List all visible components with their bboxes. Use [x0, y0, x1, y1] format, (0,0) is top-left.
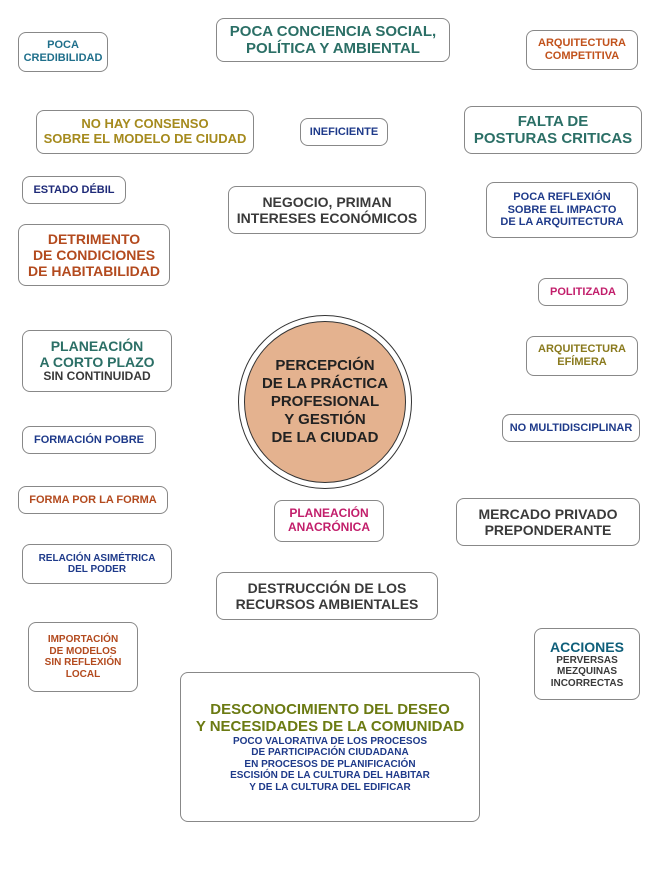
box-relacion-asimetrica-line: RELACIÓN ASIMÉTRICA: [39, 553, 156, 565]
box-no-hay-consenso-line: SOBRE EL MODELO DE CIUDAD: [44, 132, 247, 147]
box-poca-conciencia: POCA CONCIENCIA SOCIAL,POLÍTICA Y AMBIEN…: [216, 18, 450, 62]
box-desconocimiento-line: DESCONOCIMIENTO DEL DESEO: [210, 701, 449, 718]
box-negocio-priman-line: INTERESES ECONÓMICOS: [237, 210, 417, 226]
box-falta-posturas: FALTA DEPOSTURAS CRITICAS: [464, 106, 642, 154]
box-negocio-priman-line: NEGOCIO, PRIMAN: [262, 194, 391, 210]
box-planeacion-anacronica: PLANEACIÓNANACRÓNICA: [274, 500, 384, 542]
box-no-hay-consenso: NO HAY CONSENSOSOBRE EL MODELO DE CIUDAD: [36, 110, 254, 154]
box-desconocimiento-line: DE PARTICIPACIÓN CIUDADANA: [251, 747, 408, 759]
box-importacion-modelos-line: IMPORTACIÓN: [48, 634, 118, 646]
box-desconocimiento-line: Y DE LA CULTURA DEL EDIFICAR: [249, 782, 410, 794]
box-detrimento-line: DE CONDICIONES: [33, 247, 155, 263]
box-no-hay-consenso-line: NO HAY CONSENSO: [81, 117, 208, 132]
box-poca-reflexion-line: POCA REFLEXIÓN: [513, 191, 610, 204]
box-importacion-modelos-line: DE MODELOS: [49, 646, 116, 658]
box-acciones-line: PERVERSAS: [556, 655, 618, 667]
box-poca-credibilidad: POCACREDIBILIDAD: [18, 32, 108, 72]
box-arq-efimera: ARQUITECTURAEFÍMERA: [526, 336, 638, 376]
box-relacion-asimetrica-line: DEL PODER: [68, 564, 126, 576]
box-planeacion-anacronica-line: PLANEACIÓN: [289, 507, 368, 521]
box-forma-por-la-forma-line: FORMA POR LA FORMA: [29, 494, 157, 507]
box-importacion-modelos: IMPORTACIÓNDE MODELOSSIN REFLEXIÓNLOCAL: [28, 622, 138, 692]
box-arquitectura-competitiva-line: ARQUITECTURA: [538, 37, 626, 50]
box-mercado-privado-line: PREPONDERANTE: [485, 522, 612, 538]
box-acciones: ACCIONESPERVERSASMEZQUINASINCORRECTAS: [534, 628, 640, 700]
box-detrimento: DETRIMENTODE CONDICIONESDE HABITABILIDAD: [18, 224, 170, 286]
box-formacion-pobre: FORMACIÓN POBRE: [22, 426, 156, 454]
box-importacion-modelos-line: SIN REFLEXIÓN: [45, 657, 122, 669]
box-desconocimiento-line: POCO VALORATIVA DE LOS PROCESOS: [233, 736, 427, 748]
box-poca-reflexion: POCA REFLEXIÓNSOBRE EL IMPACTODE LA ARQU…: [486, 182, 638, 238]
box-poca-conciencia-line: POLÍTICA Y AMBIENTAL: [246, 40, 420, 57]
box-acciones-line: INCORRECTAS: [551, 678, 624, 690]
box-planeacion-anacronica-line: ANACRÓNICA: [288, 521, 370, 535]
box-mercado-privado-line: MERCADO PRIVADO: [479, 506, 618, 522]
box-mercado-privado: MERCADO PRIVADOPREPONDERANTE: [456, 498, 640, 546]
box-arquitectura-competitiva: ARQUITECTURACOMPETITIVA: [526, 30, 638, 70]
center-label-line: DE LA PRÁCTICA: [262, 375, 388, 393]
box-ineficiente: INEFICIENTE: [300, 118, 388, 146]
box-planeacion-corto-line: A CORTO PLAZO: [39, 354, 154, 370]
box-planeacion-corto: PLANEACIÓNA CORTO PLAZOSIN CONTINUIDAD: [22, 330, 172, 392]
box-destruccion-recursos-line: DESTRUCCIÓN DE LOS: [248, 580, 407, 596]
box-destruccion-recursos: DESTRUCCIÓN DE LOSRECURSOS AMBIENTALES: [216, 572, 438, 620]
box-ineficiente-line: INEFICIENTE: [310, 126, 378, 139]
center-label: PERCEPCIÓNDE LA PRÁCTICAPROFESIONALY GES…: [262, 357, 388, 447]
box-poca-reflexion-line: SOBRE EL IMPACTO: [508, 204, 617, 217]
box-arquitectura-competitiva-line: COMPETITIVA: [545, 50, 619, 63]
box-negocio-priman: NEGOCIO, PRIMANINTERESES ECONÓMICOS: [228, 186, 426, 234]
box-destruccion-recursos-line: RECURSOS AMBIENTALES: [236, 596, 419, 612]
box-importacion-modelos-line: LOCAL: [66, 669, 100, 681]
box-poca-credibilidad-line: CREDIBILIDAD: [24, 52, 103, 65]
center-label-line: PERCEPCIÓN: [262, 357, 388, 375]
center-circle-outer: PERCEPCIÓNDE LA PRÁCTICAPROFESIONALY GES…: [238, 315, 412, 489]
box-poca-credibilidad-line: POCA: [47, 39, 79, 52]
center-label-line: Y GESTIÓN: [262, 411, 388, 429]
box-no-multidisciplinar: NO MULTIDISCIPLINAR: [502, 414, 640, 442]
box-relacion-asimetrica: RELACIÓN ASIMÉTRICADEL PODER: [22, 544, 172, 584]
box-politizada: POLITIZADA: [538, 278, 628, 306]
box-desconocimiento-line: Y NECESIDADES DE LA COMUNIDAD: [196, 718, 464, 735]
center-label-line: DE LA CIUDAD: [262, 429, 388, 447]
box-falta-posturas-line: POSTURAS CRITICAS: [474, 130, 632, 147]
box-arq-efimera-line: EFÍMERA: [557, 356, 607, 369]
box-forma-por-la-forma: FORMA POR LA FORMA: [18, 486, 168, 514]
box-detrimento-line: DETRIMENTO: [48, 231, 140, 247]
box-detrimento-line: DE HABITABILIDAD: [28, 263, 160, 279]
box-planeacion-corto-line: SIN CONTINUIDAD: [43, 370, 150, 384]
box-desconocimiento-line: EN PROCESOS DE PLANIFICACIÓN: [244, 759, 415, 771]
center-label-line: PROFESIONAL: [262, 393, 388, 411]
box-desconocimiento: DESCONOCIMIENTO DEL DESEOY NECESIDADES D…: [180, 672, 480, 822]
box-acciones-line: MEZQUINAS: [557, 666, 617, 678]
box-politizada-line: POLITIZADA: [550, 286, 616, 299]
box-poca-reflexion-line: DE LA ARQUITECTURA: [500, 216, 623, 229]
box-acciones-line: ACCIONES: [550, 639, 624, 655]
box-no-multidisciplinar-line: NO MULTIDISCIPLINAR: [510, 422, 633, 435]
box-poca-conciencia-line: POCA CONCIENCIA SOCIAL,: [230, 23, 436, 40]
box-estado-debil: ESTADO DÉBIL: [22, 176, 126, 204]
box-arq-efimera-line: ARQUITECTURA: [538, 343, 626, 356]
box-estado-debil-line: ESTADO DÉBIL: [33, 184, 114, 197]
box-planeacion-corto-line: PLANEACIÓN: [51, 338, 144, 354]
box-desconocimiento-line: ESCISIÓN DE LA CULTURA DEL HABITAR: [230, 770, 430, 782]
box-falta-posturas-line: FALTA DE: [518, 113, 589, 130]
box-formacion-pobre-line: FORMACIÓN POBRE: [34, 434, 144, 447]
center-circle-inner: PERCEPCIÓNDE LA PRÁCTICAPROFESIONALY GES…: [244, 321, 406, 483]
